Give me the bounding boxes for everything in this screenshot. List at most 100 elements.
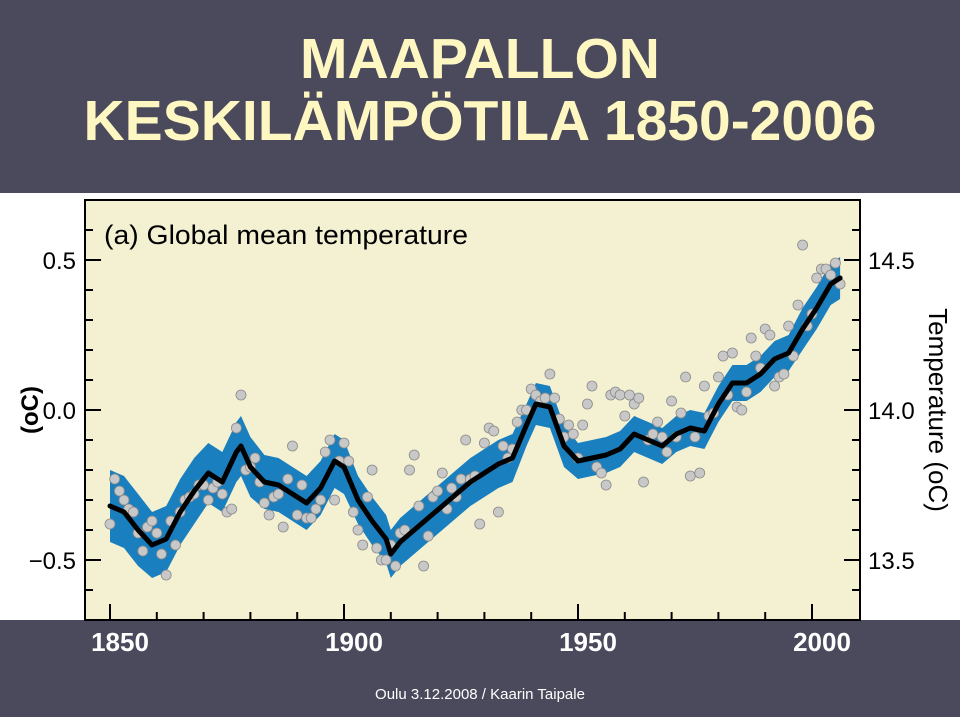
annual-point [539,392,551,404]
annual-point [404,464,415,476]
y-tick-label-left: 0.0 [43,398,76,425]
annual-point [347,506,359,518]
annual-point [778,368,790,380]
annual-point [478,437,490,449]
annual-point [324,434,336,446]
annual-point [390,560,401,572]
annual-point [352,524,364,536]
annual-point [792,299,804,311]
annual-point [109,473,121,485]
annual-point [797,239,808,251]
x-tick-label: 2000 [793,627,851,657]
annual-point [319,446,331,458]
annual-point [638,476,649,488]
annual-point [511,416,523,428]
annual-point [680,371,691,383]
annual-point [666,395,677,407]
y-tick-label-left: 0.5 [43,248,76,275]
annual-point [614,389,626,401]
annual-point [492,506,504,518]
annual-point [413,500,425,512]
annual-point [226,503,238,515]
y-tick-label-right: 14.0 [868,398,915,425]
annual-point [544,368,556,380]
annual-point [769,380,780,392]
annual-point [633,392,645,404]
annual-point [717,350,729,362]
annual-point [446,482,458,494]
annual-point [624,389,635,401]
annual-point [432,485,444,497]
annual-point [305,512,317,524]
annual-point [329,494,341,506]
x-tick-label: 1950 [559,627,617,657]
plot-background [84,199,861,621]
annual-point [811,272,823,284]
x-tick-label: 1900 [325,627,383,657]
annual-point [357,539,369,551]
annual-point [783,320,794,332]
annual-point [736,404,748,416]
annual-point [422,530,434,542]
annual-point [151,527,163,539]
annual-point [455,473,467,485]
annual-point [764,329,776,341]
annual-point [474,518,486,530]
annual-point [652,416,663,428]
slide-title-line2: KESKILÄMPÖTILA 1850-2006 [83,89,877,153]
smoothed-line [107,275,843,557]
annual-point [310,503,322,515]
annual-point [296,479,308,491]
annual-point [577,419,589,431]
annual-point [647,428,659,440]
annual-point [273,488,284,500]
y-axis-label-right: Temperature (oC) [923,308,953,512]
annual-point [156,548,167,560]
annual-point [661,446,673,458]
annual-point [127,506,139,518]
annual-point [287,440,298,452]
annual-point [745,332,757,344]
annual-point [586,380,598,392]
y-tick-label-right: 13.5 [868,548,915,575]
annual-point [460,434,472,446]
slide-title-line1: MAAPALLON [300,27,660,91]
annual-point [315,494,327,506]
annual-point [202,494,214,506]
annual-point [263,509,275,521]
y-axis-label-left: (oC) [17,386,44,434]
annual-point [104,518,116,530]
annual-point [371,542,383,554]
annual-point [146,515,158,527]
annual-point [497,440,509,452]
annual-point [137,545,149,557]
annual-point [366,464,378,476]
y-tick-label-right: 14.5 [868,248,915,275]
annual-point [750,350,762,362]
y-tick-label-left: −0.5 [29,548,76,575]
footer-band [0,620,960,717]
annual-point [216,488,228,500]
annual-point [418,560,430,572]
annual-point [291,509,303,521]
annual-point [380,554,392,566]
annual-point [408,449,420,461]
annual-point [549,392,560,404]
annual-point [830,257,841,269]
annual-point [600,479,612,491]
title-band [0,0,960,193]
annual-point [230,422,242,434]
annual-point [689,431,701,443]
annual-point [694,467,706,479]
annual-point [713,371,724,383]
annual-point [338,437,350,449]
annual-point [277,521,289,533]
annual-point [675,407,687,419]
annual-point [258,497,270,509]
annual-point [596,467,607,479]
annual-point [170,539,181,551]
annual-point [741,386,752,398]
x-tick-label: 1850 [91,627,149,657]
annual-point [825,269,837,281]
